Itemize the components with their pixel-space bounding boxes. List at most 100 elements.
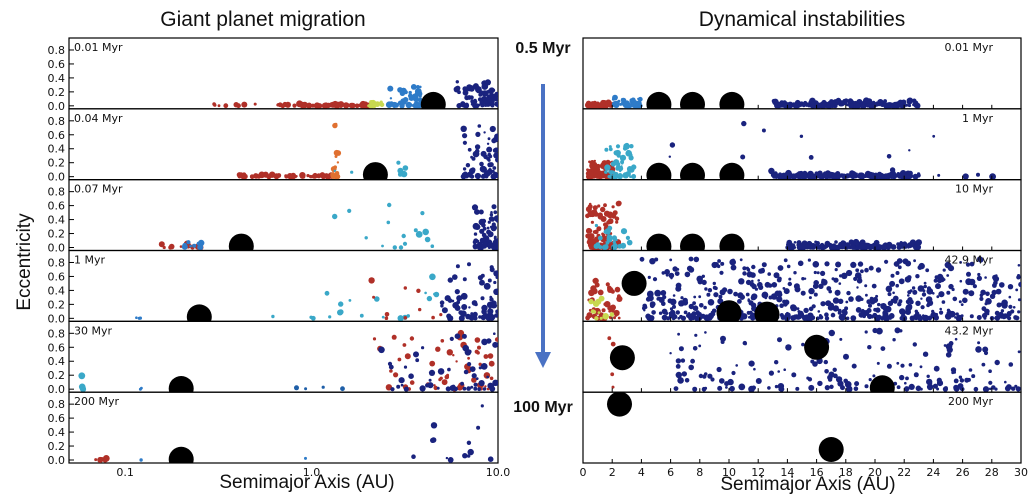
particle-point <box>899 374 905 381</box>
particle-point <box>850 261 857 268</box>
particle-point <box>783 299 790 306</box>
particle-point <box>604 164 611 171</box>
particle-point <box>611 97 615 101</box>
particle-point <box>988 299 992 302</box>
particle-point <box>489 92 495 98</box>
particle-point <box>467 356 470 360</box>
particle-point <box>189 244 192 248</box>
particle-point <box>94 458 98 462</box>
particle-point <box>740 154 746 160</box>
particle-point <box>439 300 445 306</box>
particle-point <box>813 270 817 275</box>
y-tick-label: 0.8 <box>48 186 66 199</box>
particle-point <box>824 316 830 321</box>
particle-point <box>416 288 421 293</box>
particle-point <box>672 304 676 309</box>
particle-point <box>408 373 414 380</box>
particle-point <box>992 275 1000 282</box>
particle-point <box>404 353 411 360</box>
particle-point <box>968 290 975 297</box>
particle-point <box>778 172 782 176</box>
particle-point <box>491 222 496 227</box>
particle-point <box>739 258 743 262</box>
particle-point <box>724 381 730 387</box>
particle-point <box>620 97 625 102</box>
particle-point <box>646 314 653 321</box>
particle-point <box>1017 274 1021 278</box>
particle-point <box>612 243 618 248</box>
particle-point <box>773 174 779 180</box>
particle-point <box>1008 362 1014 367</box>
particle-point <box>880 303 884 307</box>
particle-point <box>672 314 678 320</box>
particle-point <box>592 310 597 314</box>
particle-point <box>915 300 921 306</box>
particle-point <box>962 297 968 304</box>
particle-point <box>845 300 849 304</box>
particle-point <box>461 304 468 310</box>
particle-point <box>988 369 992 374</box>
x-tick-label: 10.0 <box>486 466 511 479</box>
particle-point <box>777 370 780 373</box>
particle-point <box>426 295 433 302</box>
particle-point <box>447 315 454 322</box>
particle-point <box>859 243 866 249</box>
particle-point <box>368 277 375 284</box>
particle-point <box>907 297 913 303</box>
particle-point <box>797 260 804 267</box>
particle-point <box>472 243 478 249</box>
particle-point <box>595 298 602 305</box>
particle-point <box>905 309 911 315</box>
particle-point <box>197 244 204 251</box>
particle-point <box>757 279 760 282</box>
particle-point <box>669 352 672 355</box>
giant-planet-point <box>680 162 705 180</box>
particle-point <box>913 372 919 378</box>
particle-point <box>748 300 754 306</box>
particle-point <box>899 241 903 244</box>
particle-point <box>797 171 802 176</box>
particle-point <box>691 316 695 321</box>
particle-point <box>665 273 669 277</box>
particle-point <box>489 213 494 217</box>
particle-point <box>614 313 618 317</box>
particle-point <box>866 103 870 108</box>
particle-point <box>483 354 489 359</box>
particle-point <box>495 309 498 314</box>
particle-point <box>440 304 444 308</box>
particle-point <box>413 228 418 233</box>
particle-point <box>620 162 624 165</box>
particle-point <box>479 246 482 249</box>
particle-point <box>186 240 191 245</box>
particle-point <box>625 150 632 157</box>
particle-point <box>864 384 869 389</box>
particle-point <box>968 278 976 286</box>
particle-point <box>480 150 487 157</box>
particle-point <box>858 312 865 318</box>
particle-point <box>896 258 903 264</box>
particle-point <box>745 266 750 270</box>
particle-point <box>617 316 621 320</box>
particle-point <box>864 267 869 273</box>
particle-point <box>417 89 421 93</box>
particle-point <box>979 296 984 301</box>
particle-point <box>480 166 488 173</box>
particle-point <box>631 174 637 179</box>
panel-frame <box>68 320 499 393</box>
particle-point <box>758 284 764 290</box>
particle-point <box>834 289 841 296</box>
particle-point <box>680 296 684 300</box>
particle-point <box>938 291 945 298</box>
particle-point <box>821 279 828 286</box>
particle-point <box>588 175 592 179</box>
particle-point <box>777 337 782 343</box>
particle-point <box>925 296 933 303</box>
particle-point <box>449 385 456 391</box>
particle-point <box>807 172 810 175</box>
particle-point <box>182 242 187 248</box>
particle-point <box>480 404 484 408</box>
particle-point <box>615 220 619 224</box>
particle-point <box>850 245 856 250</box>
particle-point <box>309 315 313 319</box>
particle-point <box>213 103 217 107</box>
